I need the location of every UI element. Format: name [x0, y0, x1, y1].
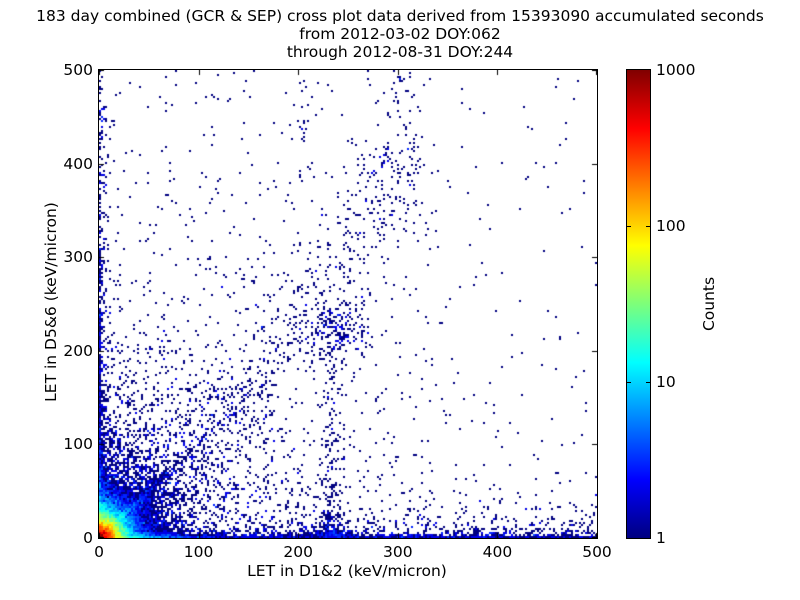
x-tick-label: 500	[582, 543, 612, 561]
x-tick-label: 100	[183, 543, 214, 561]
chart-title: 183 day combined (GCR & SEP) cross plot …	[0, 7, 800, 61]
colorbar-tick-mark	[627, 226, 631, 227]
title-line-2: from 2012-03-02 DOY:062	[299, 25, 501, 43]
plot-area	[98, 69, 598, 539]
title-line-1: 183 day combined (GCR & SEP) cross plot …	[36, 7, 764, 25]
colorbar-tick-mark	[646, 382, 650, 383]
colorbar-tick-label: 100	[656, 217, 686, 235]
x-axis-label: LET in D1&2 (keV/micron)	[247, 562, 447, 580]
colorbar-tick-mark	[646, 226, 650, 227]
colorbar-tick-label: 10	[656, 373, 676, 391]
x-tick-label: 400	[482, 543, 513, 561]
x-tick-label: 0	[94, 543, 104, 561]
colorbar-tick-mark	[627, 382, 631, 383]
y-tick-label: 500	[63, 61, 93, 79]
x-tick-label: 300	[383, 543, 413, 561]
scatter-plot-canvas	[99, 70, 597, 538]
x-tick-label: 200	[283, 543, 313, 561]
colorbar	[626, 69, 651, 539]
y-axis-label: LET in D5&6 (keV/micron)	[42, 202, 60, 402]
y-tick-label: 0	[83, 529, 93, 547]
y-tick-label: 300	[63, 248, 93, 267]
colorbar-tick-label: 1	[656, 529, 666, 547]
colorbar-tick-label: 1000	[656, 61, 696, 79]
y-tick-label: 400	[63, 154, 93, 173]
y-tick-label: 100	[63, 435, 93, 454]
title-line-3: through 2012-08-31 DOY:244	[286, 43, 514, 61]
colorbar-label: Counts	[700, 276, 718, 332]
y-tick-label: 200	[63, 341, 93, 360]
